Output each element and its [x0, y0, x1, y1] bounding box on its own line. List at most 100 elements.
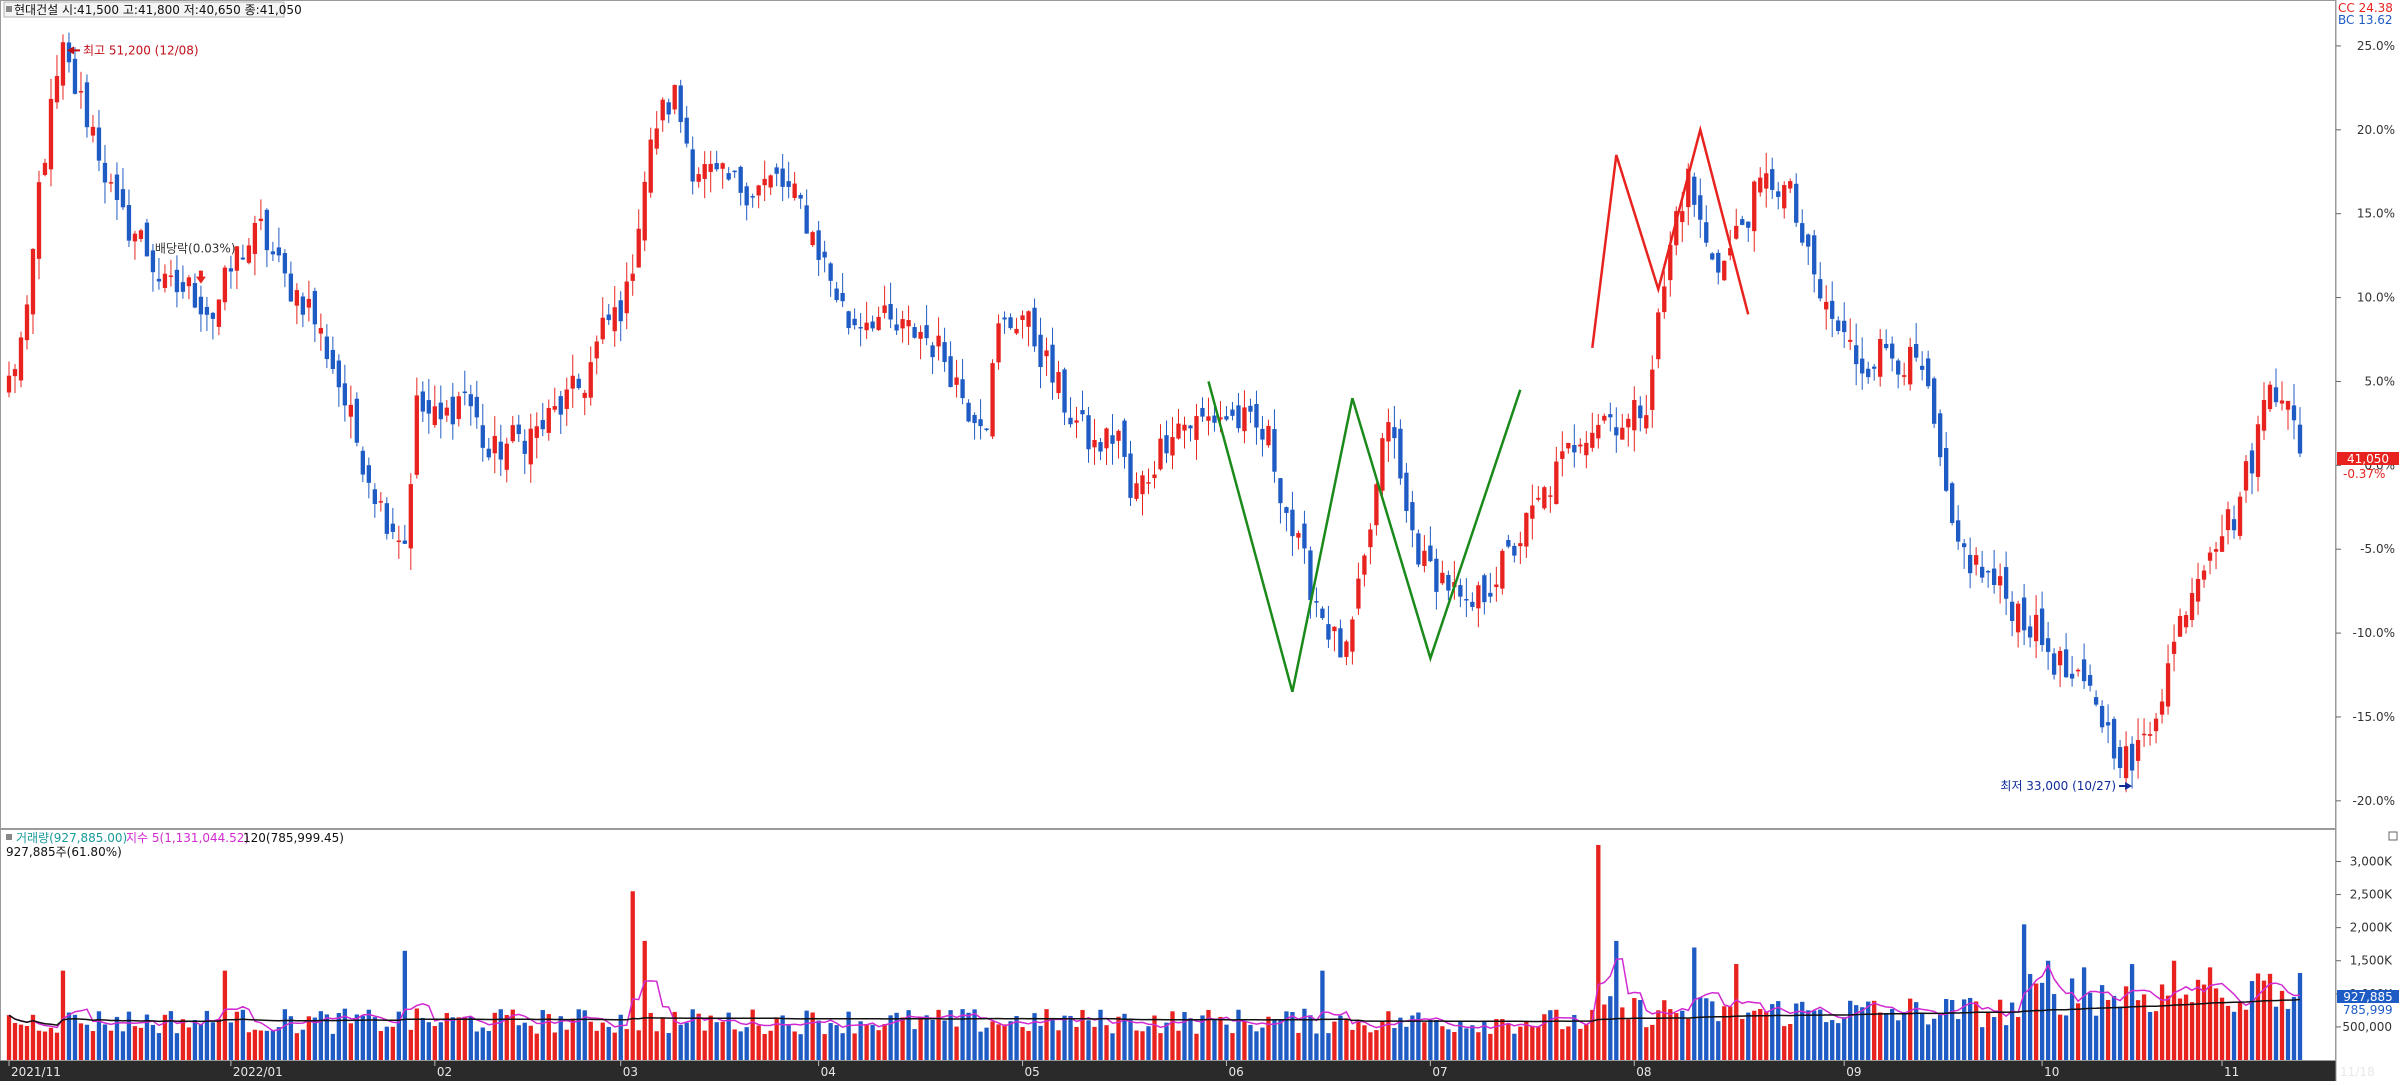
candle-body	[1410, 502, 1415, 531]
candle-body	[1830, 300, 1835, 319]
volume-bar	[1908, 998, 1913, 1060]
volume-bar	[492, 1012, 497, 1060]
candle-body	[498, 441, 503, 460]
volume-bar	[1920, 1013, 1925, 1060]
volume-bar	[258, 1030, 264, 1060]
candle-body	[1512, 545, 1517, 556]
candle-body	[2147, 734, 2153, 736]
volume-bar	[2219, 997, 2225, 1060]
volume-bar	[360, 1015, 366, 1060]
volume-bar	[228, 1022, 234, 1060]
candle-body	[954, 377, 959, 385]
volume-bar	[1596, 844, 1601, 1060]
candle-body	[1920, 365, 1925, 370]
volume-bar	[1758, 1009, 1763, 1060]
volume-bar	[102, 1024, 108, 1060]
candle-body	[1236, 405, 1241, 429]
candle-body	[2057, 650, 2063, 666]
candle-body	[1896, 360, 1901, 375]
candle-body	[324, 336, 330, 360]
volume-bar	[48, 1027, 54, 1060]
candle-body	[1434, 558, 1439, 592]
candle-body	[102, 162, 108, 183]
candle-body	[1008, 317, 1013, 329]
candle-body	[744, 186, 749, 206]
candle-body	[1584, 442, 1589, 456]
volume-bar	[24, 1025, 30, 1060]
candle-body	[1949, 483, 1955, 523]
volume-bar	[876, 1030, 881, 1060]
candle-body	[618, 300, 623, 322]
dividend-marker: 배당락(0.03%)	[155, 242, 236, 284]
candle-body	[774, 167, 779, 174]
candle-body	[1698, 195, 1703, 220]
volume-bar	[480, 1027, 485, 1060]
volume-bar	[1961, 999, 1967, 1060]
volume-bar	[1278, 1019, 1283, 1060]
price-axis-label: 20.0%	[2357, 123, 2395, 137]
volume-bar	[114, 1016, 120, 1060]
volume-bar	[282, 1009, 288, 1060]
volume-bar	[246, 1032, 252, 1060]
volume-bar	[2297, 973, 2303, 1060]
volume-bar	[1512, 1033, 1517, 1060]
candle-body	[1212, 415, 1217, 423]
volume-bar	[2237, 1001, 2243, 1060]
volume-bar	[324, 1014, 330, 1060]
volume-bar	[2165, 995, 2171, 1060]
volume-settings-icon[interactable]	[2388, 831, 2398, 841]
volume-bar	[1770, 1004, 1775, 1060]
candle-body	[570, 375, 575, 389]
candle-body	[2141, 733, 2147, 736]
candle-body	[42, 162, 48, 175]
candle-body	[798, 194, 803, 199]
volume-bar	[864, 1024, 869, 1060]
candle-body	[2129, 743, 2135, 771]
candle-body	[738, 166, 743, 193]
candle-body	[1842, 320, 1847, 333]
candle-body	[318, 327, 324, 334]
volume-bar	[474, 1031, 479, 1060]
candle-body	[1740, 219, 1745, 225]
candle-body	[624, 281, 629, 314]
candle-body	[1926, 358, 1931, 387]
candle-body	[924, 325, 929, 339]
candle-body	[444, 407, 449, 416]
candle-body	[1908, 346, 1913, 385]
volume-bar	[906, 1010, 911, 1060]
volume-bar	[1806, 1010, 1811, 1060]
volume-bar	[42, 1031, 48, 1060]
candle-body	[1362, 555, 1367, 575]
candle-body	[1392, 427, 1397, 439]
volume-bar	[174, 1033, 180, 1060]
candle-body	[1224, 416, 1229, 420]
volume-bar	[1722, 1006, 1727, 1060]
volume-bar	[2171, 960, 2177, 1060]
pattern-lines	[1207, 124, 1750, 693]
volume-bar	[1164, 1022, 1169, 1060]
candle-body	[1278, 478, 1283, 504]
candle-body	[408, 484, 413, 549]
price-panel-frame	[0, 0, 2336, 829]
volume-bar	[2111, 995, 2117, 1060]
volume-bar	[1674, 1013, 1679, 1060]
candle-body	[702, 164, 707, 179]
volume-bar	[1955, 1019, 1961, 1060]
volume-bar	[1902, 1012, 1907, 1060]
volume-bar	[654, 1031, 659, 1060]
candle-body	[1320, 608, 1325, 619]
volume-bar	[1158, 1033, 1163, 1060]
candle-body	[1548, 495, 1553, 497]
volume-bar	[1716, 1021, 1721, 1060]
candle-body	[1218, 417, 1223, 420]
candle-body	[1644, 415, 1649, 429]
corner-label-bottom: BC 13.62	[2338, 13, 2393, 27]
volume-bar	[1656, 1010, 1661, 1060]
candle-body	[504, 443, 509, 470]
volume-bar	[684, 1022, 689, 1060]
volume-bar	[1794, 1003, 1799, 1060]
candle-body	[2285, 400, 2291, 410]
candle-body	[1674, 211, 1679, 246]
volume-bar	[1374, 1030, 1379, 1060]
volume-bar	[2195, 979, 2201, 1060]
